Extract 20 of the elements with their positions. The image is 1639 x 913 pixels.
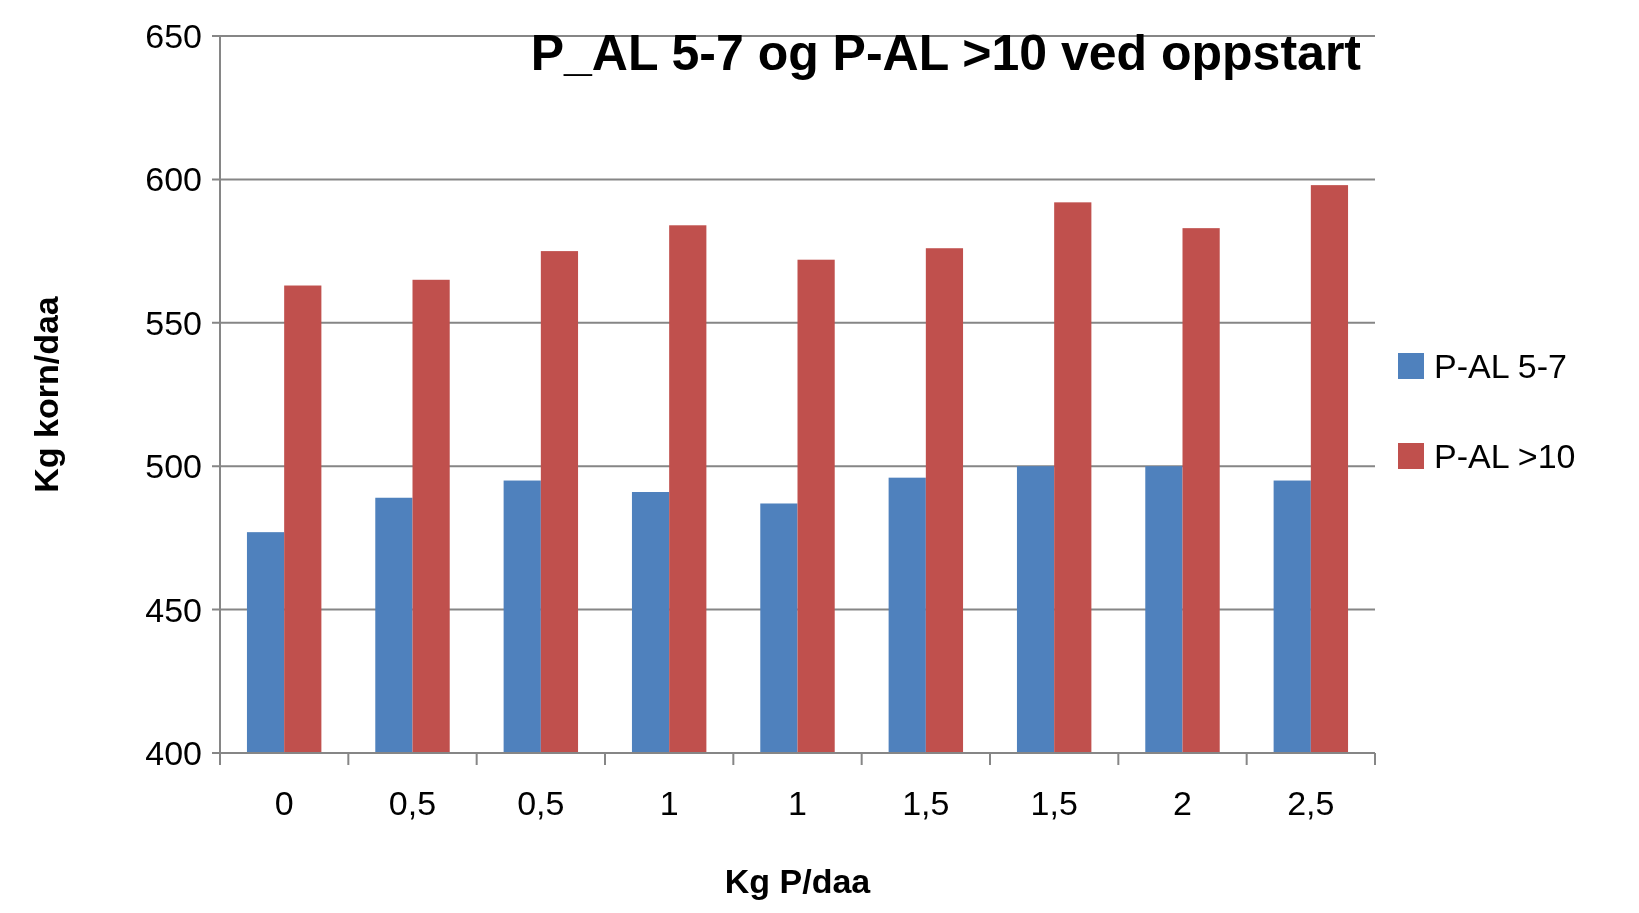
x-tick-label: 0,5 [517,784,565,822]
x-tick-label: 2 [1173,784,1192,822]
x-tick-label: 0 [274,784,294,822]
legend-label: P-AL 5-7 [1434,346,1567,385]
y-tick-label: 600 [145,160,202,199]
x-tick-label: 1 [788,784,807,822]
y-axis-title: Kg korn/daa [27,295,65,493]
x-tick-label: 2,5 [1287,784,1335,822]
x-tick-label: 1,5 [1030,784,1078,822]
y-tick-label: 450 [145,590,202,629]
x-tick-label: 0,5 [388,784,437,822]
y-tick-label: 400 [145,733,202,772]
y-tick-label: 650 [145,16,202,55]
x-tick-label: 1,5 [902,784,950,822]
legend-label: P-AL >10 [1434,436,1576,475]
y-tick-label: 550 [145,303,202,342]
x-tick-label: 1 [659,784,679,822]
chart-title: P_AL 5-7 og P-AL >10 ved oppstart [530,25,1362,81]
y-tick-label: 500 [145,447,202,486]
x-axis-title: Kg P/daa [724,862,872,900]
